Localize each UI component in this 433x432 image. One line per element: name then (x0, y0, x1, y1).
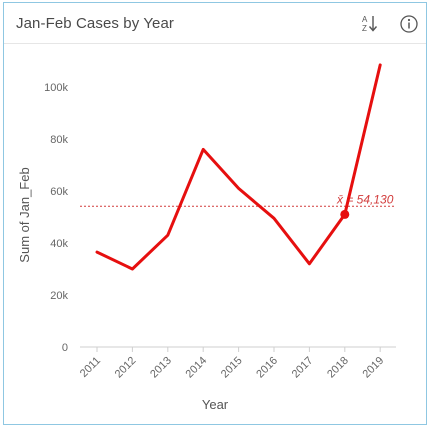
card-header: Jan-Feb Cases by Year A Z (4, 3, 426, 44)
highlighted-point (340, 209, 350, 219)
svg-text:A: A (362, 15, 368, 24)
y-tick-label: 100k (44, 82, 68, 94)
info-button[interactable] (398, 13, 420, 35)
y-tick-label: 0 (62, 342, 68, 354)
x-tick-label: 2011 (78, 355, 103, 380)
y-axis-label: Sum of Jan_Feb (17, 167, 32, 262)
x-tick-label: 2013 (148, 355, 174, 381)
data-point (377, 62, 383, 68)
chart-axes: 0 20k 40k 60k 80k 100k 2011 2012 2013 2014 2015 201… (44, 82, 396, 380)
x-tick-label: 2015 (219, 355, 245, 381)
chart-title: Jan-Feb Cases by Year (16, 15, 175, 32)
chart-card: Jan-Feb Cases by Year A Z (3, 2, 427, 425)
x-axis-label: Year (202, 397, 229, 412)
y-tick-label: 80k (50, 134, 68, 146)
data-point (94, 249, 100, 255)
data-point (129, 266, 135, 272)
x-tick-label: 2014 (184, 355, 210, 381)
info-icon (400, 15, 418, 33)
mean-label: x̄ = 54,130 (336, 192, 394, 206)
x-tick-label: 2016 (254, 355, 280, 381)
svg-text:Z: Z (362, 24, 367, 33)
data-point (306, 261, 312, 267)
x-tick-label: 2017 (290, 355, 316, 381)
y-tick-label: 40k (50, 238, 68, 250)
sort-az-icon: A Z (362, 15, 378, 33)
data-point (165, 232, 171, 238)
data-point (200, 146, 206, 152)
data-point (271, 215, 277, 221)
data-point (236, 185, 242, 191)
y-tick-label: 60k (50, 186, 68, 198)
sort-button[interactable]: A Z (359, 13, 381, 35)
y-tick-label: 20k (50, 290, 68, 302)
x-tick-label: 2019 (361, 355, 387, 381)
x-tick-label: 2012 (113, 355, 139, 381)
chart-marks: x̄ = 54,130 (80, 62, 396, 272)
x-tick-label: 2018 (325, 355, 351, 381)
data-line (95, 63, 382, 271)
